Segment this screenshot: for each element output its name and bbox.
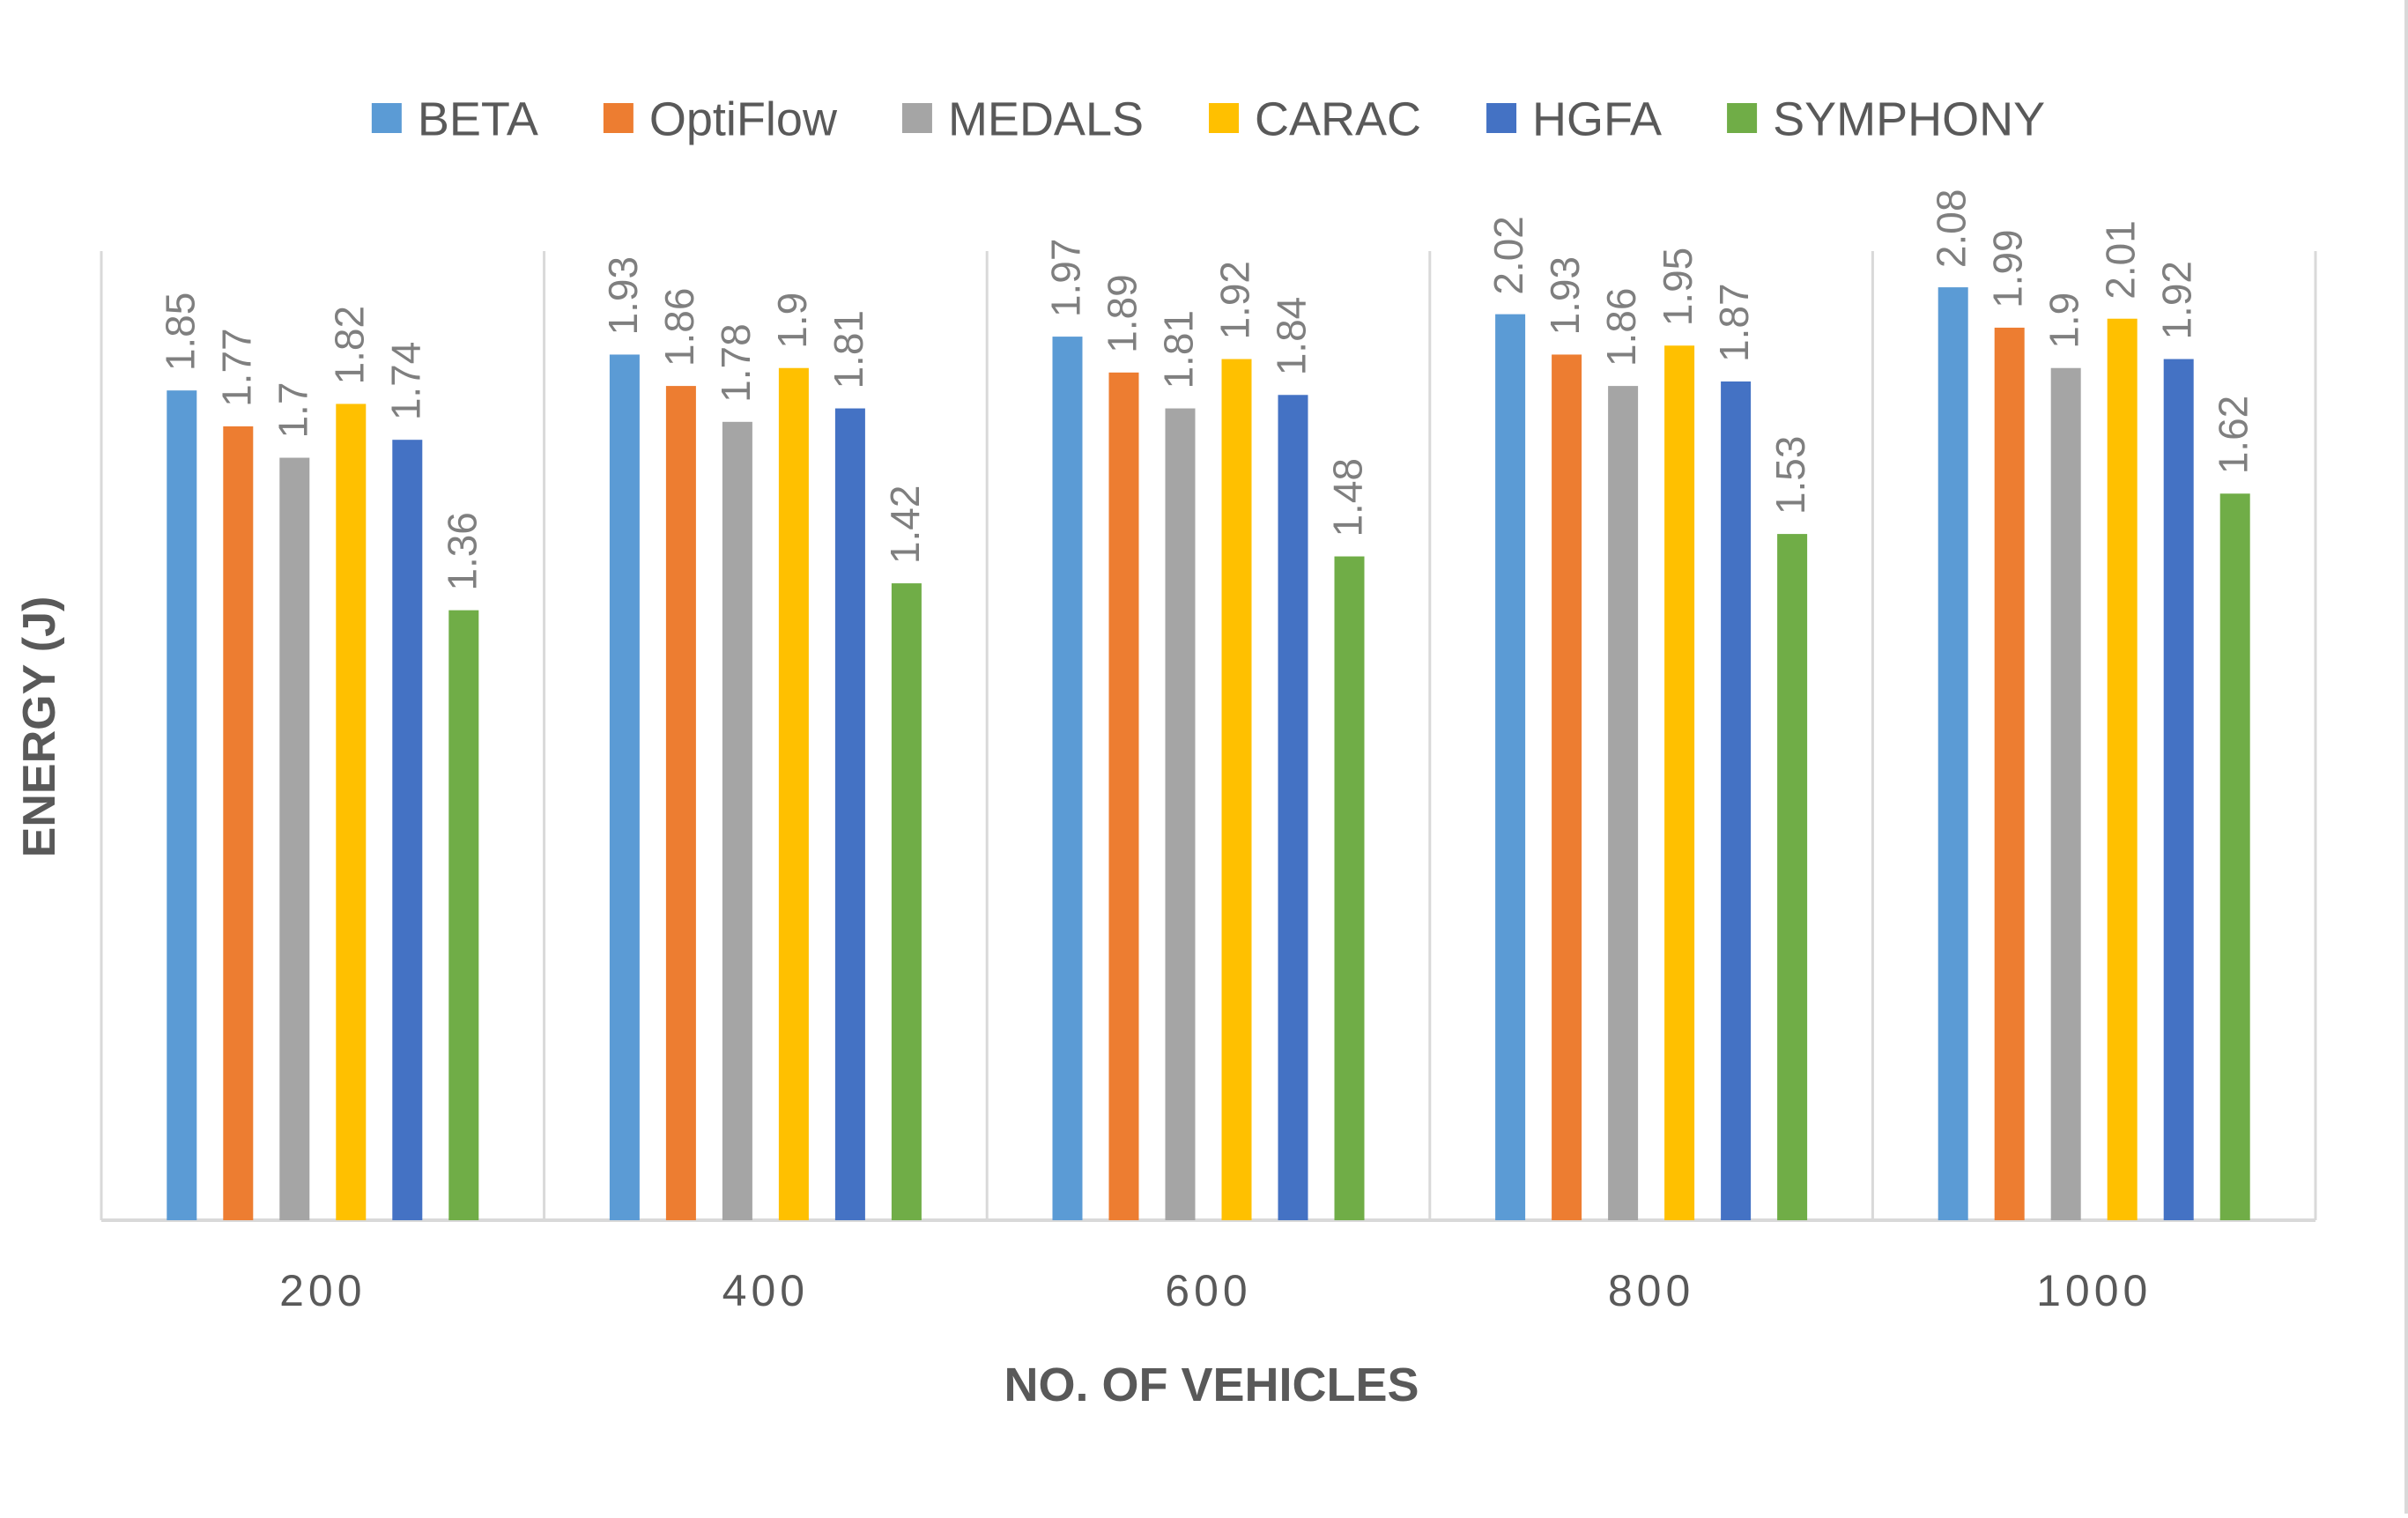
data-label-hgfa-600: 1.84 bbox=[1269, 297, 1315, 376]
legend-item-hgfa: HGFA bbox=[1486, 93, 1662, 145]
bar-symphony-600 bbox=[1334, 556, 1365, 1220]
data-label-optiflow-1000: 1.99 bbox=[1985, 229, 2031, 308]
bar-symphony-800 bbox=[1777, 534, 1808, 1220]
bar-symphony-200 bbox=[448, 610, 479, 1220]
legend-label-symphony: SYMPHONY bbox=[1773, 93, 2045, 145]
bar-carac-800 bbox=[1664, 345, 1695, 1221]
x-tick-label-400: 400 bbox=[722, 1266, 809, 1315]
data-label-carac-1000: 2.01 bbox=[2098, 220, 2144, 300]
legend-item-medals: MEDALS bbox=[901, 93, 1144, 145]
legend-label-optiflow: OptiFlow bbox=[649, 93, 838, 145]
legend-swatch-beta bbox=[371, 103, 402, 133]
bar-hgfa-800 bbox=[1721, 381, 1752, 1220]
data-label-symphony-1000: 1.62 bbox=[2211, 396, 2256, 475]
x-tick-label-600: 600 bbox=[1165, 1266, 1251, 1315]
data-label-beta-200: 1.85 bbox=[157, 292, 203, 372]
bar-symphony-400 bbox=[891, 583, 922, 1220]
data-label-beta-800: 2.02 bbox=[1486, 216, 1531, 295]
x-tick-label-1000: 1000 bbox=[2036, 1266, 2152, 1315]
legend-item-symphony: SYMPHONY bbox=[1727, 93, 2045, 145]
bar-optiflow-800 bbox=[1552, 354, 1582, 1220]
data-label-medals-800: 1.86 bbox=[1598, 288, 1644, 367]
bar-carac-1000 bbox=[2107, 318, 2138, 1220]
bar-beta-1000 bbox=[1938, 287, 1968, 1220]
data-label-beta-1000: 2.08 bbox=[1929, 189, 1975, 269]
legend-swatch-symphony bbox=[1727, 103, 1758, 133]
data-label-symphony-600: 1.48 bbox=[1325, 458, 1371, 537]
data-label-medals-1000: 1.9 bbox=[2041, 292, 2087, 349]
bar-medals-400 bbox=[722, 421, 752, 1220]
data-label-medals-400: 1.78 bbox=[713, 323, 759, 403]
bar-carac-600 bbox=[1221, 359, 1252, 1221]
legend-swatch-hgfa bbox=[1486, 103, 1517, 133]
legend-label-hgfa: HGFA bbox=[1532, 93, 1662, 145]
bar-hgfa-600 bbox=[1278, 395, 1308, 1221]
data-label-carac-800: 1.95 bbox=[1655, 248, 1700, 327]
bar-hgfa-1000 bbox=[2163, 359, 2194, 1221]
data-label-optiflow-200: 1.77 bbox=[213, 328, 259, 407]
data-label-optiflow-600: 1.89 bbox=[1100, 274, 1145, 353]
bar-medals-800 bbox=[1608, 386, 1639, 1220]
legend-item-optiflow: OptiFlow bbox=[603, 93, 838, 145]
bar-medals-200 bbox=[279, 457, 310, 1220]
data-label-symphony-800: 1.53 bbox=[1767, 436, 1813, 515]
bar-optiflow-600 bbox=[1108, 372, 1139, 1220]
legend-label-beta: BETA bbox=[418, 93, 538, 145]
data-label-symphony-200: 1.36 bbox=[439, 512, 485, 591]
legend-swatch-optiflow bbox=[603, 103, 633, 133]
legend-swatch-carac bbox=[1209, 103, 1240, 133]
data-label-carac-400: 1.9 bbox=[769, 292, 815, 349]
data-label-beta-600: 1.97 bbox=[1043, 239, 1089, 318]
bar-hgfa-200 bbox=[392, 440, 423, 1220]
bar-optiflow-1000 bbox=[1994, 327, 2025, 1221]
x-tick-label-200: 200 bbox=[279, 1266, 366, 1315]
y-axis-title: ENERGY (J) bbox=[14, 596, 65, 858]
data-label-symphony-400: 1.42 bbox=[882, 485, 928, 565]
bar-hgfa-400 bbox=[834, 408, 865, 1221]
legend-label-carac: CARAC bbox=[1255, 93, 1421, 145]
data-label-beta-400: 1.93 bbox=[600, 256, 646, 336]
bar-optiflow-200 bbox=[223, 426, 254, 1221]
data-label-carac-200: 1.82 bbox=[326, 306, 372, 385]
legend: BETA OptiFlow MEDALS CARAC HGFA SYMPHONY bbox=[371, 93, 2045, 145]
data-label-medals-600: 1.81 bbox=[1156, 310, 1202, 389]
bar-optiflow-400 bbox=[665, 386, 696, 1220]
x-axis-title: NO. OF VEHICLES bbox=[1004, 1359, 1419, 1411]
bar-carac-400 bbox=[778, 367, 809, 1220]
x-tick-label-800: 800 bbox=[1608, 1266, 1694, 1315]
legend-item-beta: BETA bbox=[371, 93, 538, 145]
legend-item-carac: CARAC bbox=[1209, 93, 1421, 145]
bar-beta-400 bbox=[609, 354, 640, 1220]
data-label-optiflow-800: 1.93 bbox=[1542, 256, 1588, 336]
frame-edge bbox=[2404, 0, 2408, 1514]
bar-carac-200 bbox=[336, 404, 367, 1220]
data-label-hgfa-1000: 1.92 bbox=[2154, 261, 2200, 340]
data-label-hgfa-400: 1.81 bbox=[826, 310, 871, 389]
bar-beta-600 bbox=[1052, 337, 1083, 1220]
bar-medals-600 bbox=[1165, 408, 1196, 1221]
bar-symphony-1000 bbox=[2219, 493, 2250, 1220]
data-label-hgfa-800: 1.87 bbox=[1711, 283, 1757, 362]
legend-label-medals: MEDALS bbox=[948, 93, 1144, 145]
data-label-hgfa-200: 1.74 bbox=[382, 342, 428, 421]
data-label-medals-200: 1.7 bbox=[270, 382, 315, 439]
bar-beta-200 bbox=[167, 390, 197, 1220]
bar-beta-800 bbox=[1495, 314, 1526, 1220]
data-label-carac-600: 1.92 bbox=[1212, 261, 1258, 340]
legend-swatch-medals bbox=[901, 103, 932, 133]
bar-medals-1000 bbox=[2050, 367, 2081, 1220]
data-label-optiflow-400: 1.86 bbox=[656, 288, 702, 367]
